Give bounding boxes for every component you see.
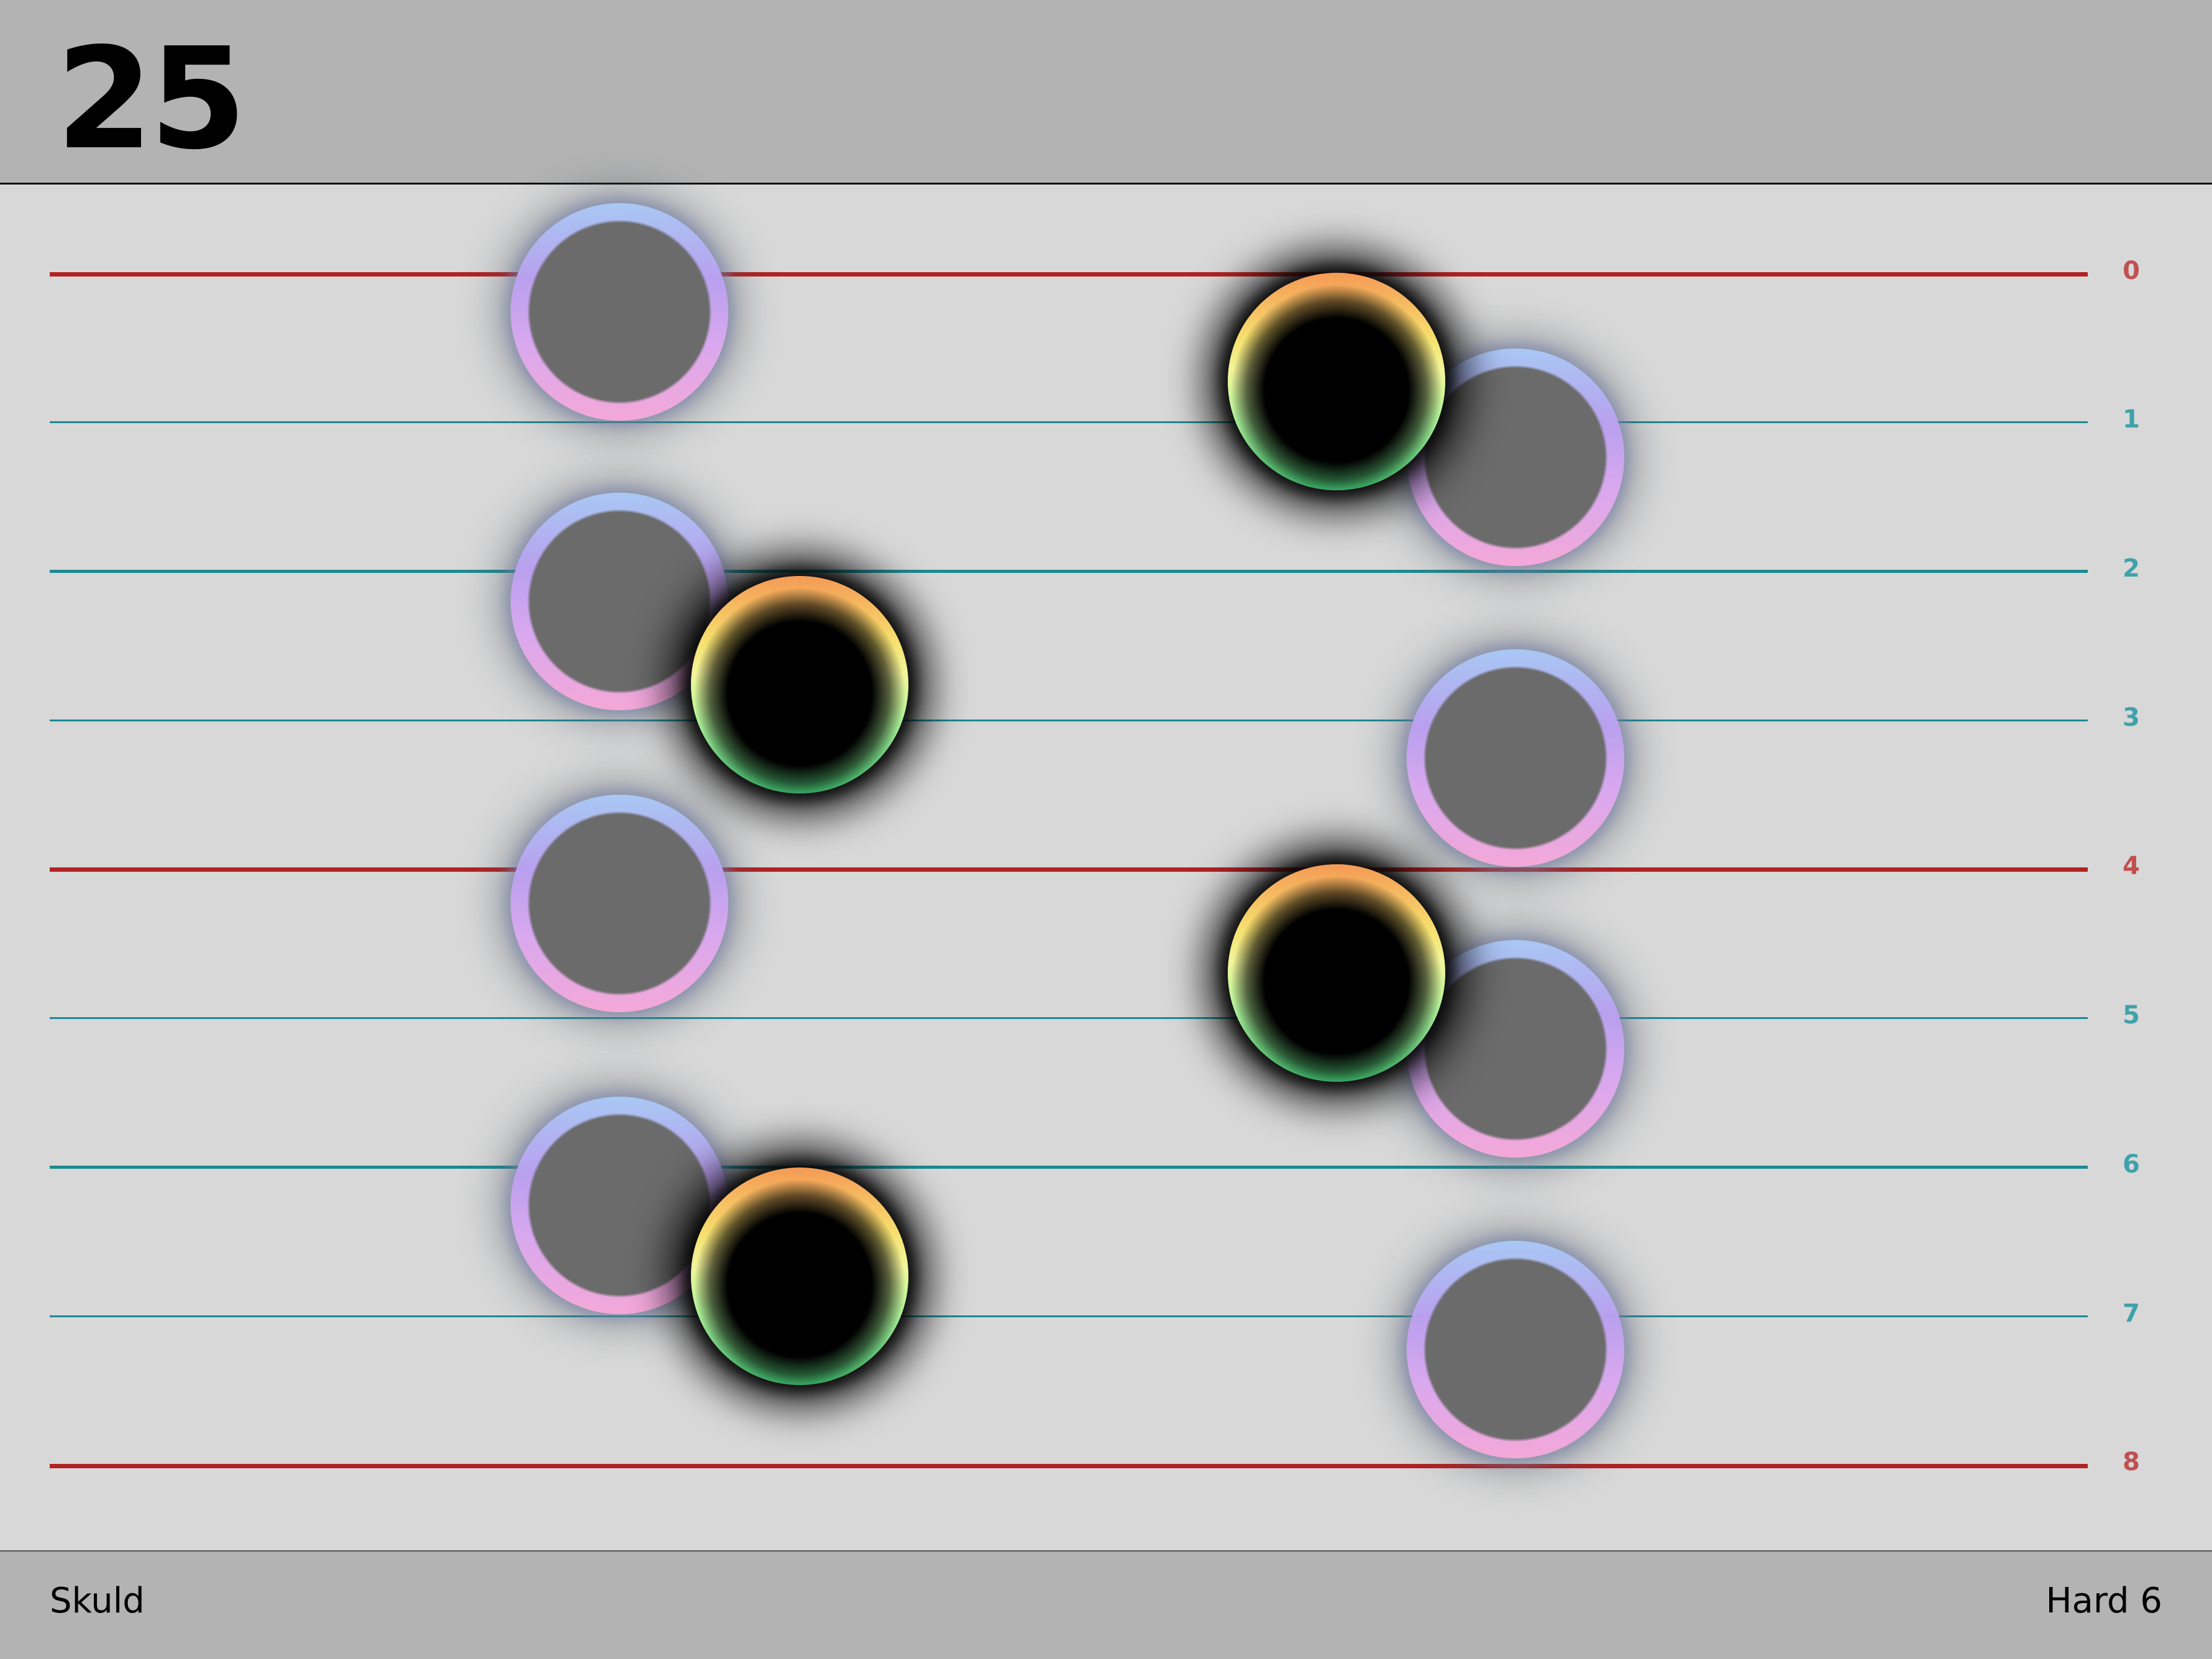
hit-note <box>691 576 908 793</box>
lane-line-8 <box>50 1464 2088 1468</box>
ghost-note <box>1407 1241 1624 1458</box>
difficulty-label: Hard 6 <box>2045 1581 2162 1621</box>
hit-note <box>1228 864 1445 1082</box>
lane-label-4: 4 <box>2123 852 2140 880</box>
ghost-note <box>511 795 728 1012</box>
hit-note <box>691 1168 908 1385</box>
lane-line-6 <box>50 1166 2088 1169</box>
lane-label-0: 0 <box>2123 257 2140 285</box>
measure-number: 25 <box>56 18 247 181</box>
lane-line-0 <box>50 272 2088 276</box>
lane-line-7 <box>50 1315 2088 1317</box>
lane-line-5 <box>50 1017 2088 1019</box>
lane-label-3: 3 <box>2123 703 2140 732</box>
ghost-note <box>1407 649 1624 867</box>
header-bar: 25 <box>0 0 2212 185</box>
lane-label-5: 5 <box>2123 1001 2140 1030</box>
lane-label-6: 6 <box>2123 1150 2140 1179</box>
lane-line-1 <box>50 421 2088 423</box>
lane-line-3 <box>50 720 2088 721</box>
lane-line-2 <box>50 570 2088 573</box>
song-title: Skuld <box>50 1581 145 1621</box>
note-playfield: 0 1 2 3 4 5 6 7 8 <box>0 185 2212 1550</box>
ghost-note <box>511 203 728 421</box>
footer-bar: Skuld Hard 6 <box>0 1550 2212 1659</box>
lane-label-7: 7 <box>2123 1299 2140 1328</box>
lane-label-1: 1 <box>2123 405 2140 434</box>
lane-label-8: 8 <box>2123 1448 2140 1476</box>
lane-label-2: 2 <box>2123 554 2140 583</box>
hit-note <box>1228 273 1445 490</box>
lane-line-4 <box>50 867 2088 872</box>
